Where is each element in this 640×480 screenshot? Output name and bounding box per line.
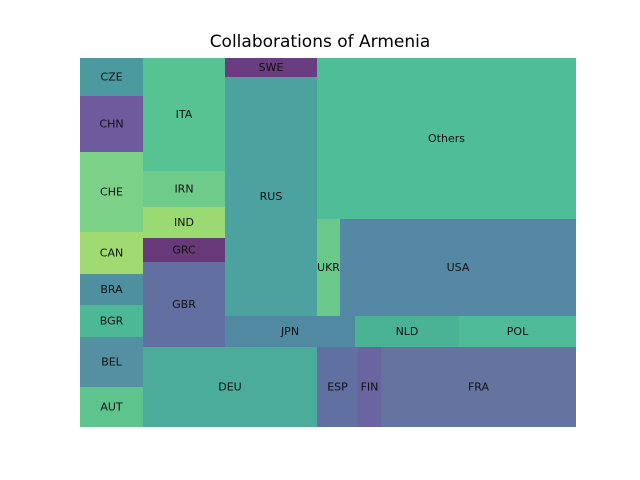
treemap-label-nld: NLD xyxy=(396,325,419,338)
treemap-label-chn: CHN xyxy=(99,118,123,131)
chart-title: Collaborations of Armenia xyxy=(209,32,431,52)
treemap-label-esp: ESP xyxy=(327,381,348,394)
treemap-cell-esp xyxy=(317,347,358,427)
treemap-cell-bra xyxy=(80,274,143,305)
treemap-label-ind: IND xyxy=(174,216,194,229)
treemap-cell-chn xyxy=(80,96,143,152)
treemap-label-grc: GRC xyxy=(172,244,196,257)
treemap-cell-deu xyxy=(143,347,317,427)
treemap-label-irn: IRN xyxy=(174,183,193,196)
treemap-label-gbr: GBR xyxy=(172,298,196,311)
treemap-cell-bel xyxy=(80,337,143,387)
treemap-cell-che xyxy=(80,152,143,232)
treemap-cell-gbr xyxy=(143,262,225,347)
treemap-label-bel: BEL xyxy=(101,356,122,369)
treemap-label-bra: BRA xyxy=(100,283,123,296)
treemap-cell-rus xyxy=(225,77,317,316)
treemap-cell-nld xyxy=(355,316,459,347)
treemap-label-ita: ITA xyxy=(176,108,193,121)
treemap-label-jpn: JPN xyxy=(280,325,299,338)
treemap-label-others: Others xyxy=(428,132,465,145)
treemap-cell-fin xyxy=(358,347,381,427)
treemap-label-deu: DEU xyxy=(218,381,241,394)
treemap-cell-aut xyxy=(80,387,143,427)
treemap-label-fra: FRA xyxy=(468,381,490,394)
treemap-label-can: CAN xyxy=(100,247,123,260)
treemap-label-rus: RUS xyxy=(260,190,283,203)
treemap-cell-jpn xyxy=(225,316,355,347)
treemap-cell-can xyxy=(80,232,143,274)
treemap-cell-ita xyxy=(143,58,225,171)
treemap-cell-ukr xyxy=(317,219,340,316)
treemap-label-pol: POL xyxy=(507,325,529,338)
treemap-cell-pol xyxy=(459,316,576,347)
treemap-label-bgr: BGR xyxy=(100,315,124,328)
treemap-label-usa: USA xyxy=(447,261,470,274)
treemap-cell-usa xyxy=(340,219,576,316)
treemap-cell-cze xyxy=(80,58,143,96)
treemap-cell-swe xyxy=(225,58,317,77)
treemap-label-swe: SWE xyxy=(259,61,284,74)
treemap-cell-others xyxy=(317,58,576,219)
treemap-label-cze: CZE xyxy=(100,71,122,84)
treemap-cell-grc xyxy=(143,238,225,262)
treemap-label-fin: FIN xyxy=(361,381,379,394)
treemap-cell-irn xyxy=(143,171,225,207)
treemap-label-aut: AUT xyxy=(100,401,123,414)
treemap-cell-fra xyxy=(381,347,576,427)
treemap-label-che: CHE xyxy=(100,186,123,199)
treemap-cell-ind xyxy=(143,207,225,238)
treemap-cell-bgr xyxy=(80,305,143,337)
treemap-label-ukr: UKR xyxy=(317,261,340,274)
